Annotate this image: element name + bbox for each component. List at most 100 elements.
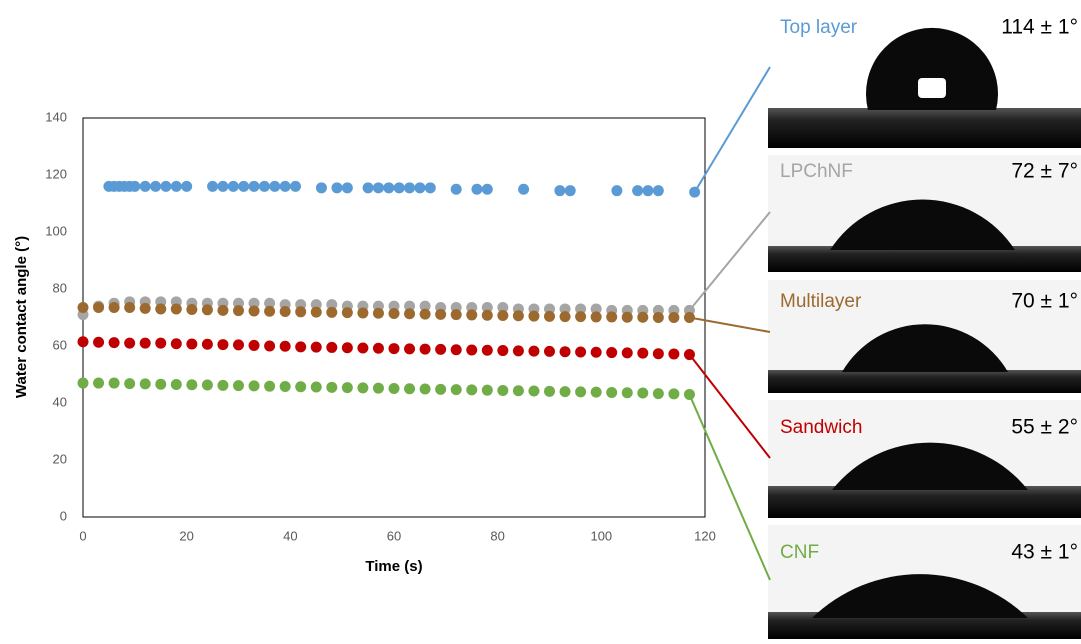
point [683,312,695,323]
point [575,311,587,323]
point [77,336,89,348]
point [559,346,571,358]
droplet-angle: 114 ± 1° [1001,16,1078,39]
point [388,343,400,355]
point [383,182,395,194]
point [481,183,493,195]
x-axis-title: Time (s) [365,558,422,575]
point [124,302,136,314]
point [372,382,384,394]
point [652,312,664,323]
y-tick-label: 140 [45,109,67,124]
point [93,377,105,389]
point [201,338,213,350]
point [590,311,602,323]
point [466,384,478,396]
point [683,388,695,400]
point [248,180,260,192]
point [227,180,239,192]
droplet-photos [768,0,1081,639]
point [683,349,695,361]
point [129,180,141,192]
point [471,183,483,195]
point [186,379,198,391]
point [217,339,229,351]
point [279,180,291,192]
point [528,385,540,397]
point [637,387,649,399]
x-tick-label: 60 [387,528,401,543]
y-tick-label: 20 [53,451,67,466]
point [481,302,493,314]
point [481,309,493,321]
point [326,299,338,311]
point [393,182,405,194]
point [497,345,509,357]
point [435,308,447,320]
point [689,186,701,198]
point [372,182,384,194]
y-tick-label: 40 [53,394,67,409]
point [497,302,509,314]
point [497,384,509,396]
droplet-angle: 72 ± 7° [1011,160,1078,183]
point [341,307,353,319]
point [160,180,172,192]
point [279,340,291,352]
point [590,386,602,398]
point [108,337,120,349]
point [606,347,618,359]
y-tick-label: 80 [53,280,67,295]
point [264,297,276,309]
point [559,303,571,315]
point [201,304,213,316]
droplet-angle: 70 ± 1° [1011,290,1078,313]
point [139,180,151,192]
point [554,185,566,197]
point [357,382,369,394]
point [233,305,244,317]
point [559,386,571,398]
point [258,180,270,192]
point [575,386,587,398]
point [93,336,105,348]
point [217,379,229,391]
point [341,342,353,354]
point [170,338,182,350]
point [155,337,167,349]
point [139,378,151,390]
droplet-label: CNF [780,542,819,563]
point [207,180,219,192]
point [419,300,431,312]
x-tick-label: 0 [79,528,86,543]
point [155,378,167,390]
point [362,182,374,194]
point [326,381,338,393]
point [326,341,338,353]
point [450,384,462,396]
point [637,347,649,359]
point [424,182,436,194]
point [310,341,322,353]
point [621,387,633,399]
point [404,182,416,194]
point [466,344,478,356]
point [497,310,509,322]
point [668,388,680,400]
connector [693,66,771,193]
point [512,310,524,322]
point [450,344,462,356]
point [186,304,198,316]
point [295,381,307,393]
point [217,180,229,192]
point [326,306,338,318]
point [606,311,618,323]
point [621,311,633,323]
point [150,180,162,192]
point [564,185,576,197]
connector [688,211,771,312]
point [124,378,136,390]
point [341,182,353,194]
point [310,381,322,393]
point [559,311,571,323]
